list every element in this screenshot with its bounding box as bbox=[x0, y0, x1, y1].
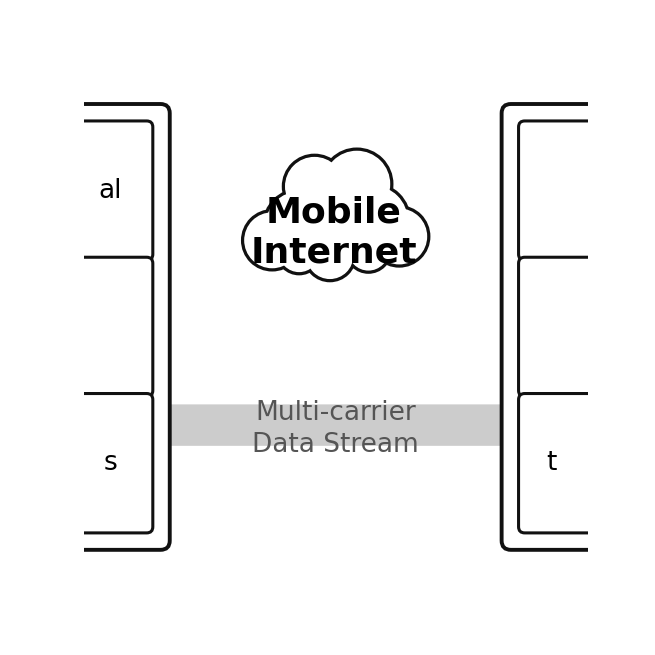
Circle shape bbox=[279, 232, 320, 272]
Circle shape bbox=[291, 171, 376, 255]
FancyBboxPatch shape bbox=[502, 104, 655, 550]
FancyBboxPatch shape bbox=[519, 257, 653, 397]
Circle shape bbox=[307, 233, 353, 279]
Circle shape bbox=[305, 231, 354, 280]
FancyBboxPatch shape bbox=[18, 121, 153, 260]
Circle shape bbox=[335, 184, 409, 258]
Text: Multi-carrier
Data Stream: Multi-carrier Data Stream bbox=[252, 400, 419, 458]
Text: Mobile
Internet: Mobile Internet bbox=[250, 195, 417, 270]
Circle shape bbox=[284, 156, 345, 217]
Circle shape bbox=[348, 230, 388, 271]
Circle shape bbox=[266, 191, 333, 258]
Circle shape bbox=[371, 208, 427, 265]
Text: s: s bbox=[103, 450, 117, 476]
Circle shape bbox=[370, 207, 428, 266]
FancyBboxPatch shape bbox=[18, 394, 153, 533]
Circle shape bbox=[347, 229, 390, 272]
Circle shape bbox=[285, 157, 344, 216]
Text: t: t bbox=[546, 450, 557, 476]
FancyBboxPatch shape bbox=[519, 394, 653, 533]
FancyBboxPatch shape bbox=[1, 104, 170, 550]
Circle shape bbox=[243, 211, 301, 270]
Text: al: al bbox=[99, 178, 122, 204]
Polygon shape bbox=[107, 367, 565, 483]
Circle shape bbox=[244, 212, 300, 269]
Circle shape bbox=[324, 151, 390, 217]
Circle shape bbox=[278, 231, 321, 273]
Circle shape bbox=[293, 172, 375, 254]
FancyBboxPatch shape bbox=[519, 121, 653, 260]
Circle shape bbox=[322, 149, 392, 219]
Circle shape bbox=[265, 190, 334, 259]
Circle shape bbox=[337, 185, 408, 257]
FancyBboxPatch shape bbox=[18, 257, 153, 397]
